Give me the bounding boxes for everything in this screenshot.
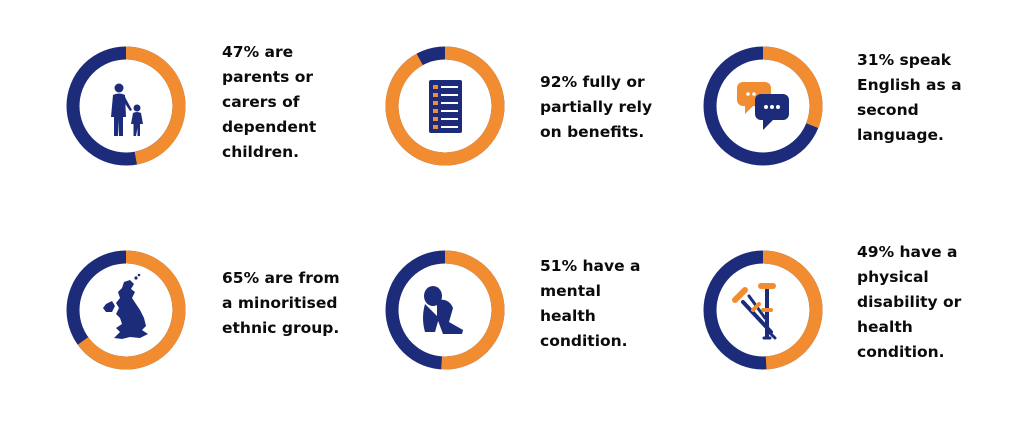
donut-arc-value — [385, 250, 505, 370]
stat-line: parents or — [222, 68, 314, 86]
donut-chart — [701, 248, 825, 372]
stat-label: 47% are parents or carers of dependent c… — [222, 40, 316, 165]
stat-line: 31% speak — [857, 51, 952, 69]
stat-label: 65% are from a minoritised ethnic group. — [222, 266, 340, 341]
stat-line: English as a — [857, 76, 962, 94]
donut-arc-value — [66, 250, 186, 370]
donut-chart — [64, 248, 188, 372]
donut-chart — [383, 44, 507, 168]
stat-label: 92% fully or partially rely on benefits. — [540, 70, 652, 145]
donut-arc-value — [703, 250, 823, 370]
stat-line: condition. — [857, 343, 945, 361]
donut-chart — [701, 44, 825, 168]
stat-line: condition. — [540, 332, 628, 350]
stat-line: children. — [222, 143, 300, 161]
stat-line: partially rely — [540, 98, 653, 116]
stat-label: 49% have a physical disability or health… — [857, 240, 961, 365]
donut-chart — [383, 248, 507, 372]
stat-line: 49% have a — [857, 243, 958, 261]
stat-line: 92% fully or — [540, 73, 645, 91]
stat-label: 51% have a mental health condition. — [540, 254, 640, 354]
stat-line: 47% are — [222, 43, 294, 61]
person-head-on-knees-icon — [423, 286, 463, 334]
crutches-icon — [732, 283, 777, 340]
stat-line: disability or — [857, 293, 962, 311]
stat-line: ethnic group. — [222, 319, 340, 337]
stat-line: on benefits. — [540, 123, 645, 141]
checklist-form-icon — [429, 80, 462, 133]
parent-and-child-icon — [111, 83, 143, 136]
stat-label: 31% speak English as a second language. — [857, 48, 962, 148]
speech-bubbles-icon — [737, 82, 789, 130]
stat-line: 65% are from — [222, 269, 340, 287]
stat-line: second — [857, 101, 919, 119]
stat-line: health — [540, 307, 596, 325]
stat-line: health — [857, 318, 913, 336]
uk-map-icon — [103, 273, 148, 339]
stat-line: 51% have a — [540, 257, 641, 275]
stat-line: language. — [857, 126, 944, 144]
stat-line: dependent — [222, 118, 317, 136]
stat-line: mental — [540, 282, 601, 300]
donut-arc-value — [66, 46, 186, 166]
stat-line: a minoritised — [222, 294, 338, 312]
donut-arc-value — [385, 46, 505, 166]
stat-line: carers of — [222, 93, 300, 111]
donut-chart — [64, 44, 188, 168]
stat-line: physical — [857, 268, 929, 286]
donut-arc-value — [703, 46, 823, 166]
